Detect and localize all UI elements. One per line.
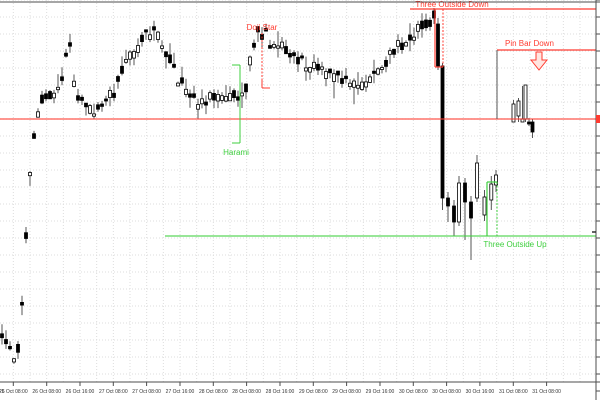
svg-text:28 Oct 08:00: 28 Oct 08:00 bbox=[199, 389, 228, 395]
svg-text:26 Oct 08:00: 26 Oct 08:00 bbox=[32, 389, 61, 395]
svg-text:31 Oct 08:00: 31 Oct 08:00 bbox=[532, 389, 561, 395]
svg-text:29 Oct 16:00: 29 Oct 16:00 bbox=[366, 389, 395, 395]
svg-text:30 Oct 08:00: 30 Oct 08:00 bbox=[399, 389, 428, 395]
svg-text:28 Oct 16:00: 28 Oct 16:00 bbox=[266, 389, 295, 395]
svg-text:Three Outside Up: Three Outside Up bbox=[483, 240, 547, 249]
svg-text:Doji Star: Doji Star bbox=[247, 23, 278, 32]
svg-text:29 Oct 08:00: 29 Oct 08:00 bbox=[332, 389, 361, 395]
svg-text:27 Oct 08:00: 27 Oct 08:00 bbox=[132, 389, 161, 395]
svg-text:28 Oct 08:00: 28 Oct 08:00 bbox=[232, 389, 261, 395]
svg-text:31 Oct 08:00: 31 Oct 08:00 bbox=[499, 389, 528, 395]
svg-text:27 Oct 08:00: 27 Oct 08:00 bbox=[99, 389, 128, 395]
svg-text:Harami: Harami bbox=[223, 148, 249, 157]
svg-text:30 Oct 16:00: 30 Oct 16:00 bbox=[466, 389, 495, 395]
svg-text:26 Oct 16:00: 26 Oct 16:00 bbox=[66, 389, 95, 395]
svg-text:Three Outside Down: Three Outside Down bbox=[415, 0, 488, 9]
svg-text:27 Oct 16:00: 27 Oct 16:00 bbox=[166, 389, 195, 395]
svg-text:29 Oct 08:00: 29 Oct 08:00 bbox=[299, 389, 328, 395]
svg-text:Pin Bar Down: Pin Bar Down bbox=[505, 39, 554, 48]
svg-text:30 Oct 08:00: 30 Oct 08:00 bbox=[432, 389, 461, 395]
svg-text:26 Oct 08:00: 26 Oct 08:00 bbox=[0, 389, 28, 395]
